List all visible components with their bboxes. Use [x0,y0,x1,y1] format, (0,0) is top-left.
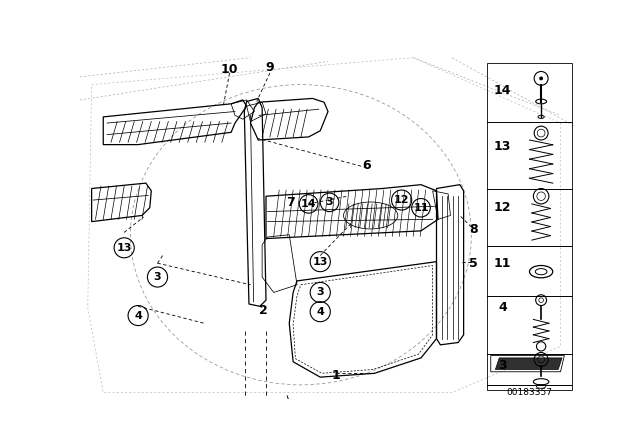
Text: 14: 14 [301,199,316,209]
Text: 10: 10 [221,63,238,76]
Text: 7: 7 [287,196,295,209]
Text: 4: 4 [134,310,142,321]
Polygon shape [495,358,562,370]
Text: 4: 4 [498,302,507,314]
Text: 6: 6 [362,159,371,172]
Text: 11: 11 [493,257,511,270]
Text: 3: 3 [154,272,161,282]
Text: 3: 3 [498,359,507,372]
Text: 13: 13 [116,243,132,253]
Bar [487,63,572,390]
Text: 2: 2 [259,304,268,317]
Text: 00183357: 00183357 [506,388,552,397]
Text: 12: 12 [493,201,511,214]
Text: 9: 9 [266,61,274,74]
Text: 3: 3 [326,198,333,207]
Text: 13: 13 [493,140,511,153]
Text: 8: 8 [469,223,478,236]
Circle shape [539,77,543,80]
Text: 5: 5 [469,257,478,270]
Text: 14: 14 [493,84,511,97]
Text: 1: 1 [332,369,340,382]
Text: 4: 4 [316,307,324,317]
Text: 11: 11 [413,203,429,213]
Text: 13: 13 [312,257,328,267]
Text: 3: 3 [316,288,324,297]
Text: 12: 12 [394,195,410,205]
